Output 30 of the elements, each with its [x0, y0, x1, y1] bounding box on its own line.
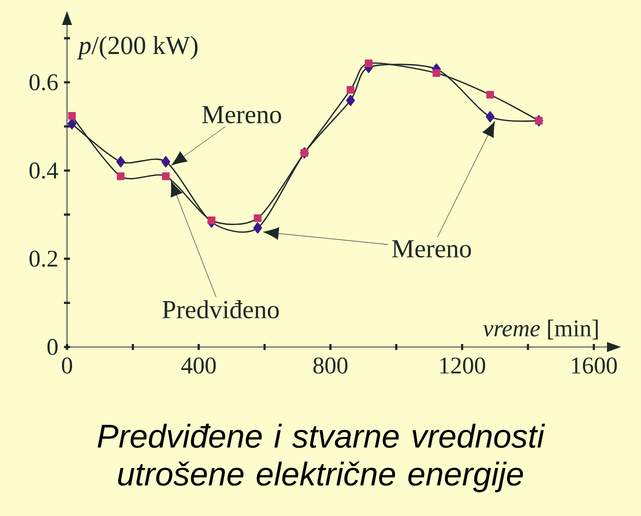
text: Predviđene i stvarne vrednosti utrošene električne energije [98, 424, 546, 492]
y-axis-title: p/(200 kW) [77, 36, 198, 60]
text: Mereno [202, 106, 282, 124]
point [116, 172, 125, 180]
point [68, 112, 76, 120]
point [346, 94, 355, 106]
point [486, 90, 494, 99]
point [254, 214, 262, 222]
x-tick-label: 1600 [572, 358, 617, 374]
point [432, 69, 440, 77]
point [68, 118, 76, 130]
legend-label: Mereno [392, 240, 471, 258]
y-tick-label: 0.2 [30, 250, 58, 267]
y-tick-label: 0 [47, 338, 58, 356]
point [116, 156, 126, 168]
point [253, 222, 262, 234]
point [208, 216, 216, 224]
y-tick-label: 0.4 [30, 162, 58, 179]
x-axis-title: vreme [min] [483, 320, 598, 340]
x-tick-label: 800 [313, 358, 348, 374]
point [161, 156, 170, 168]
point [364, 60, 372, 68]
text: Predviđeno [162, 300, 279, 318]
y-tick-label: 0.6 [30, 74, 58, 90]
x-tick-label: 400 [181, 358, 216, 374]
x-tick-label: 0 [62, 358, 72, 374]
point [162, 172, 170, 180]
point [346, 86, 354, 94]
x-tick-label: 1200 [440, 358, 486, 374]
point [486, 111, 495, 122]
